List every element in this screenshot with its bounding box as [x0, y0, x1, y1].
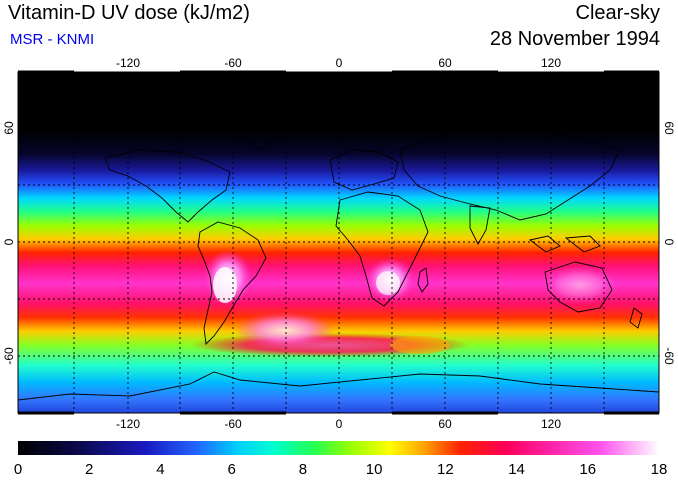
lat-label-left: -60 [2, 347, 16, 365]
colorbar [18, 441, 659, 455]
colorbar-tick-label: 4 [156, 461, 164, 478]
lon-label-bottom: -60 [224, 417, 242, 431]
lat-label-left: 0 [2, 238, 16, 245]
colorbar-tick-label: 10 [366, 461, 383, 478]
colorbar-tick-label: 8 [299, 461, 307, 478]
lon-label-bottom: 120 [541, 417, 561, 431]
lat-label-right: 60 [662, 121, 676, 135]
map-frame [17, 71, 660, 414]
colorbar-tick-label: 0 [14, 461, 22, 478]
date-label: 28 November 1994 [489, 28, 660, 50]
colorbar-tick-label: 16 [579, 461, 596, 478]
source-label: MSR - KNMI [10, 31, 95, 48]
lat-label-right: -60 [662, 347, 676, 365]
colorbar-labels: 0 2 4 6 8 10 12 14 16 18 [14, 461, 668, 478]
lon-label-top: -120 [116, 56, 140, 70]
lon-label-top: -60 [224, 56, 242, 70]
lat-label-left: 60 [2, 121, 16, 135]
colorbar-tick-label: 2 [85, 461, 93, 478]
condition-label: Clear-sky [575, 2, 660, 24]
map-title: Vitamin-D UV dose (kJ/m2) [8, 2, 250, 24]
graticule [18, 72, 659, 413]
colorbar-tick-label: 14 [508, 461, 525, 478]
lon-label-top: 120 [541, 56, 561, 70]
colorbar-tick-label: 18 [651, 461, 668, 478]
lon-label-top: 0 [336, 56, 343, 70]
colorbar-tick-label: 12 [437, 461, 454, 478]
lon-label-top: 60 [438, 56, 452, 70]
lon-label-bottom: 60 [438, 417, 452, 431]
lon-label-bottom: 0 [336, 417, 343, 431]
frame-border-marks [18, 70, 659, 415]
lon-label-bottom: -120 [116, 417, 140, 431]
coastlines [18, 109, 659, 401]
colorbar-tick-label: 6 [227, 461, 235, 478]
uv-dose-field [18, 72, 659, 413]
lat-label-right: 0 [662, 239, 676, 246]
